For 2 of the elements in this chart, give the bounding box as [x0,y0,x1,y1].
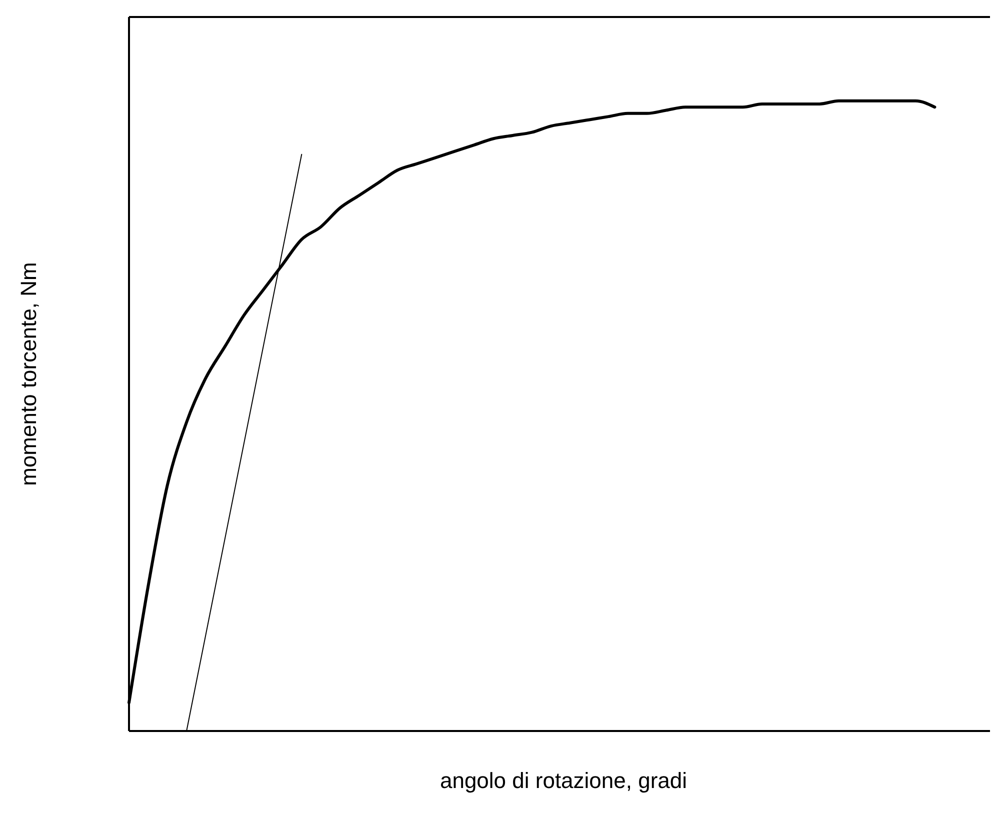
y-axis-title: momento torcente, Nm [16,262,41,486]
x-axis-title: angolo di rotazione, gradi [440,768,688,793]
